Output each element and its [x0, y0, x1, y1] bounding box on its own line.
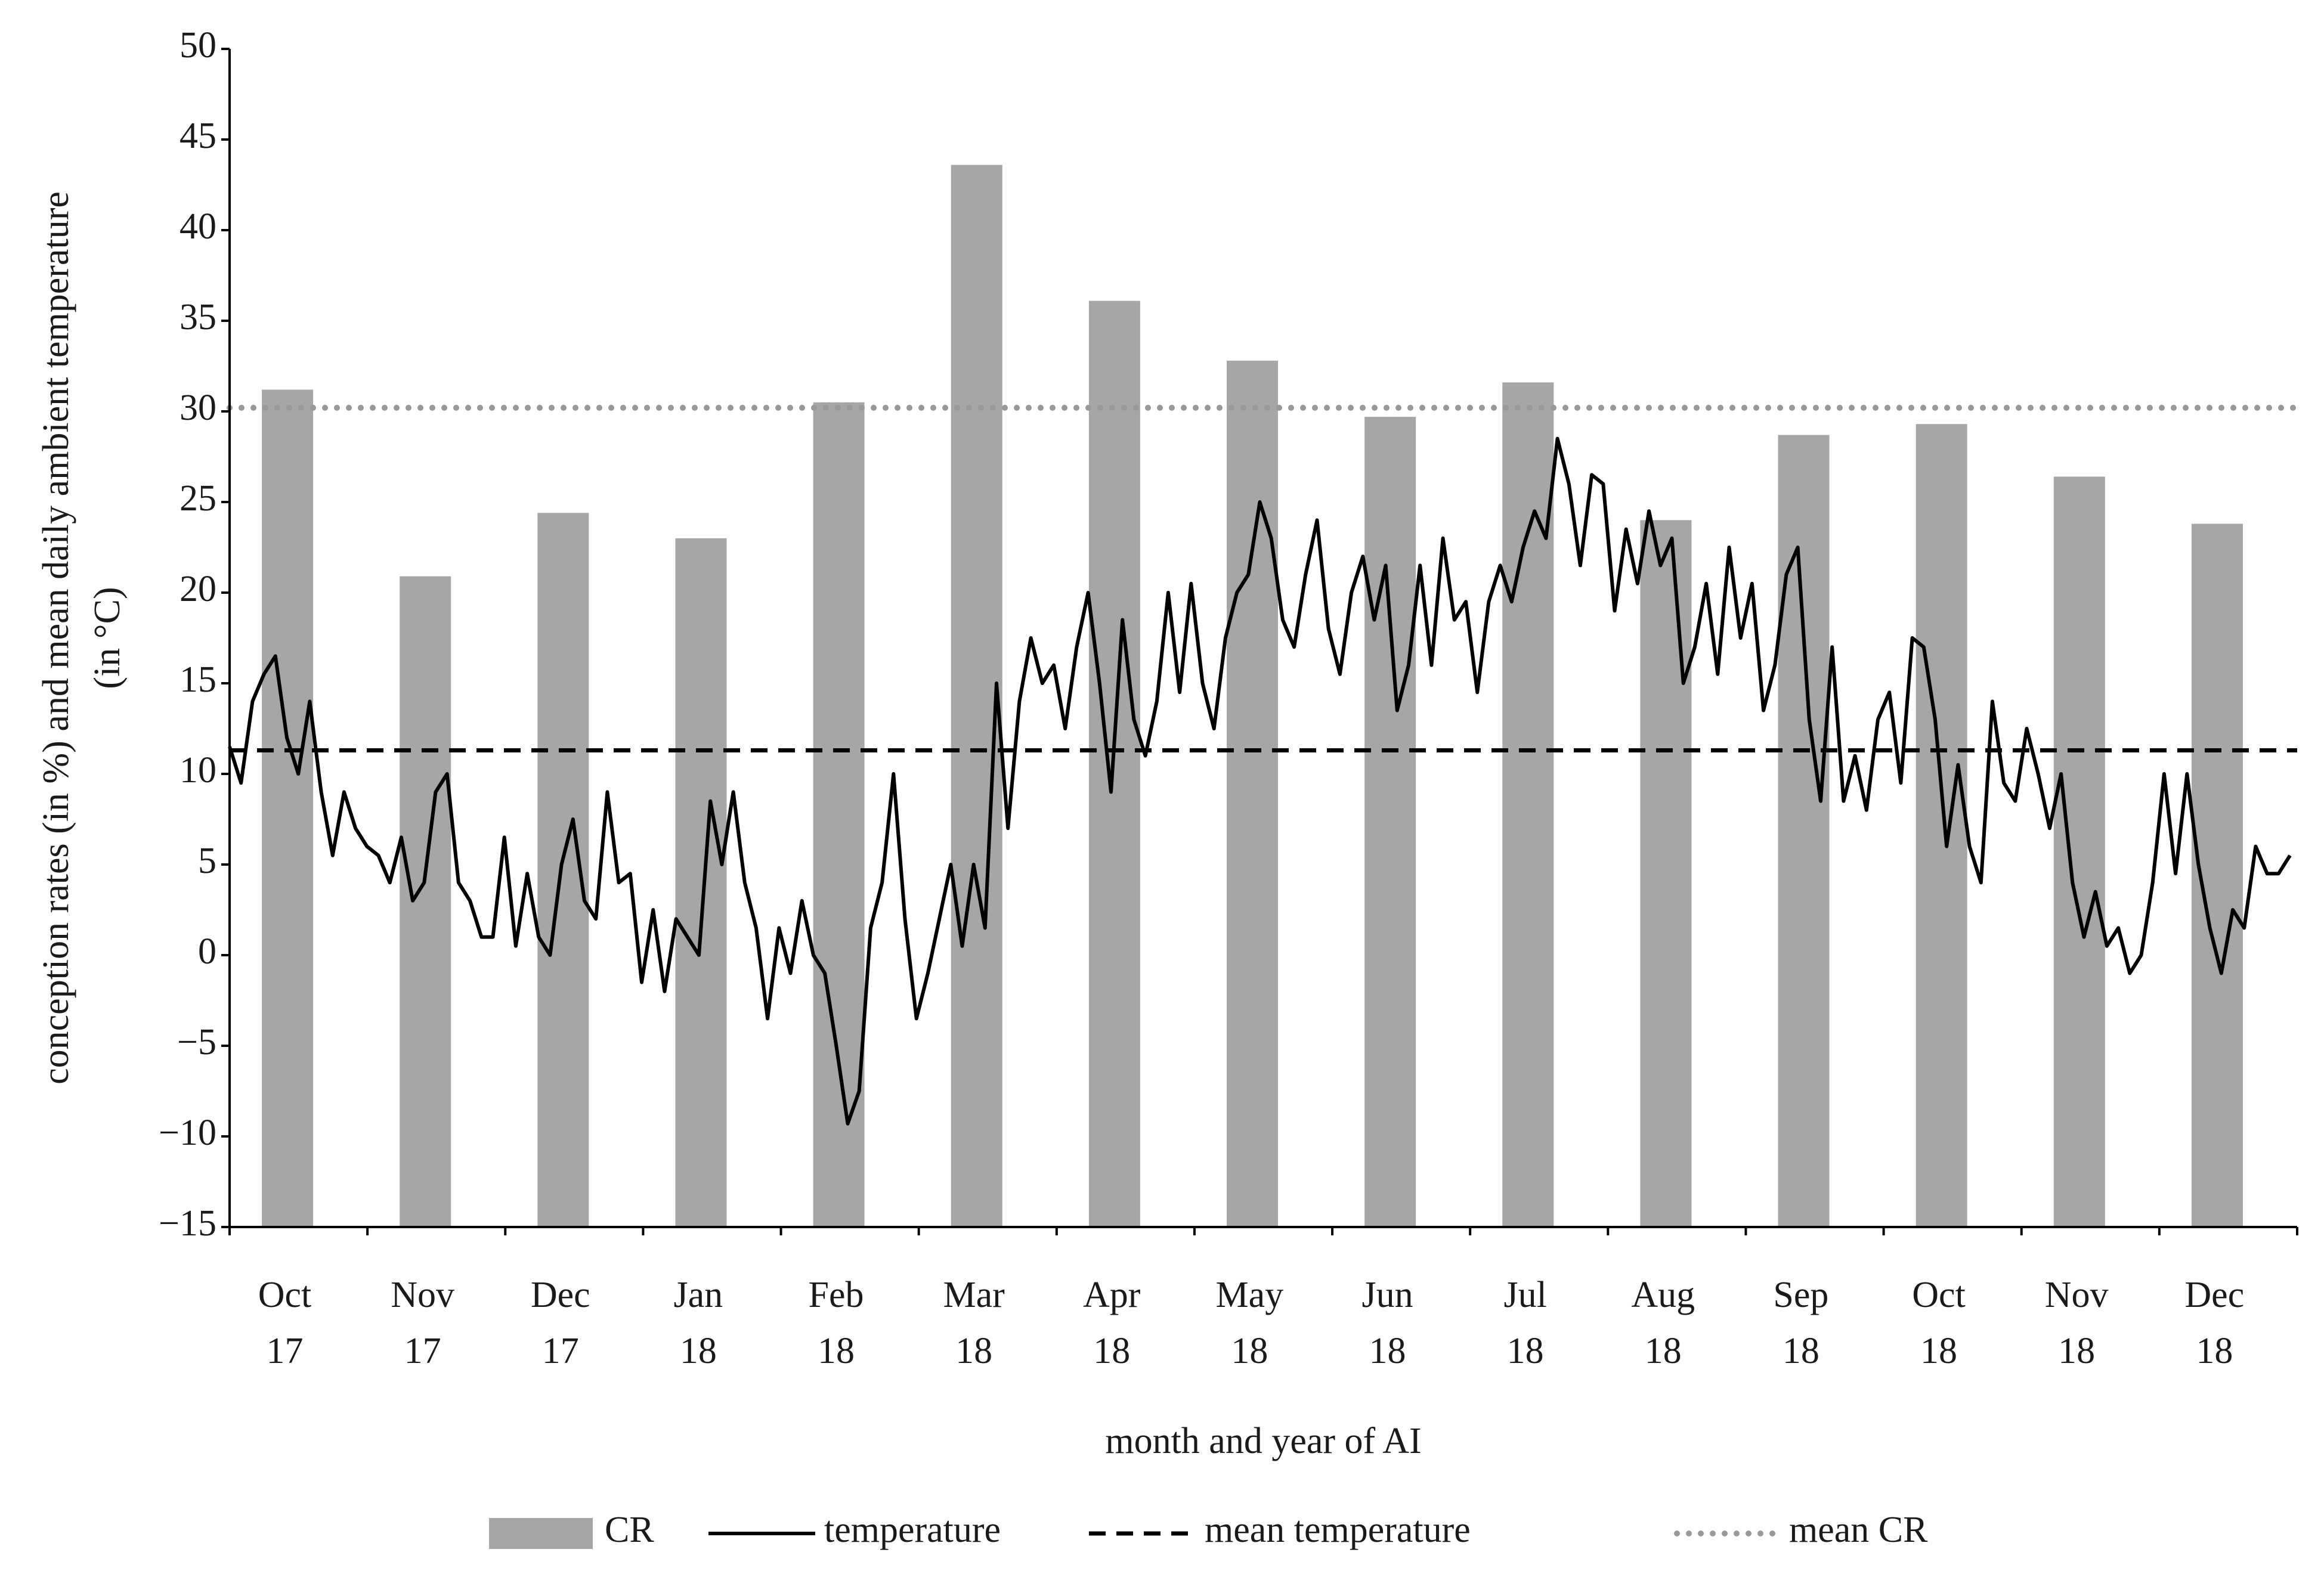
legend-label: mean CR — [1789, 1510, 1928, 1550]
x-tick-label: Aug 18 — [1631, 1275, 1695, 1371]
y-tick-label: −5 — [177, 1022, 216, 1062]
y-tick-label: 35 — [180, 297, 216, 337]
bar — [1778, 435, 1830, 1227]
bar — [400, 576, 451, 1227]
bar — [675, 538, 727, 1227]
legend-label: CR — [605, 1510, 654, 1550]
bar — [1502, 382, 1554, 1227]
bar — [262, 389, 314, 1227]
x-tick-label: Feb 18 — [808, 1275, 864, 1371]
x-tick-label: Mar 18 — [943, 1275, 1005, 1371]
x-tick-label: May 18 — [1216, 1275, 1284, 1371]
y-tick-label: 50 — [180, 25, 216, 66]
y-tick-label: 5 — [198, 841, 216, 881]
y-tick-label: 40 — [180, 206, 216, 247]
legend-label: temperature — [824, 1510, 1001, 1550]
y-tick-label: 20 — [180, 569, 216, 609]
bar — [951, 165, 1002, 1227]
y-tick-label: 45 — [180, 116, 216, 156]
x-tick-label: Oct 17 — [258, 1275, 312, 1371]
y-tick-label: 15 — [180, 659, 216, 700]
y-tick-label: −10 — [159, 1113, 216, 1153]
x-tick-label: Jan 18 — [674, 1275, 723, 1371]
x-tick-label: Oct 18 — [1912, 1275, 1966, 1371]
temperature-line — [228, 436, 2292, 1126]
x-tick-label: Apr 18 — [1083, 1275, 1141, 1371]
y-tick-label: 30 — [180, 388, 216, 428]
x-tick-label: Sep 18 — [1773, 1275, 1828, 1371]
y-tick-label: 10 — [180, 750, 216, 791]
x-tick-label: Nov 18 — [2045, 1275, 2109, 1371]
y-axis-title-line: (in °C) — [87, 587, 128, 689]
legend-swatch — [489, 1518, 593, 1549]
y-tick-label: −15 — [159, 1203, 216, 1244]
y-axis-title: conception rates (in %) and mean daily a… — [36, 191, 128, 1085]
y-tick-label: 0 — [198, 931, 216, 972]
y-axis-title-line: conception rates (in %) and mean daily a… — [36, 191, 76, 1085]
x-tick-label: Jun 18 — [1361, 1275, 1413, 1371]
bar — [1364, 417, 1416, 1227]
bar — [1227, 360, 1279, 1227]
bar — [813, 402, 865, 1227]
legend-label: mean temperature — [1205, 1510, 1471, 1550]
x-tick-label: Dec 17 — [531, 1275, 590, 1371]
x-tick-label: Nov 17 — [391, 1275, 454, 1371]
x-tick-label: Jul 18 — [1503, 1275, 1546, 1371]
y-tick-label: 25 — [180, 478, 216, 519]
x-axis-title: month and year of AI — [1105, 1421, 1421, 1461]
x-tick-label: Dec 18 — [2184, 1275, 2244, 1371]
bar — [1640, 520, 1692, 1227]
bar — [2053, 476, 2105, 1228]
bar — [1915, 424, 1967, 1227]
